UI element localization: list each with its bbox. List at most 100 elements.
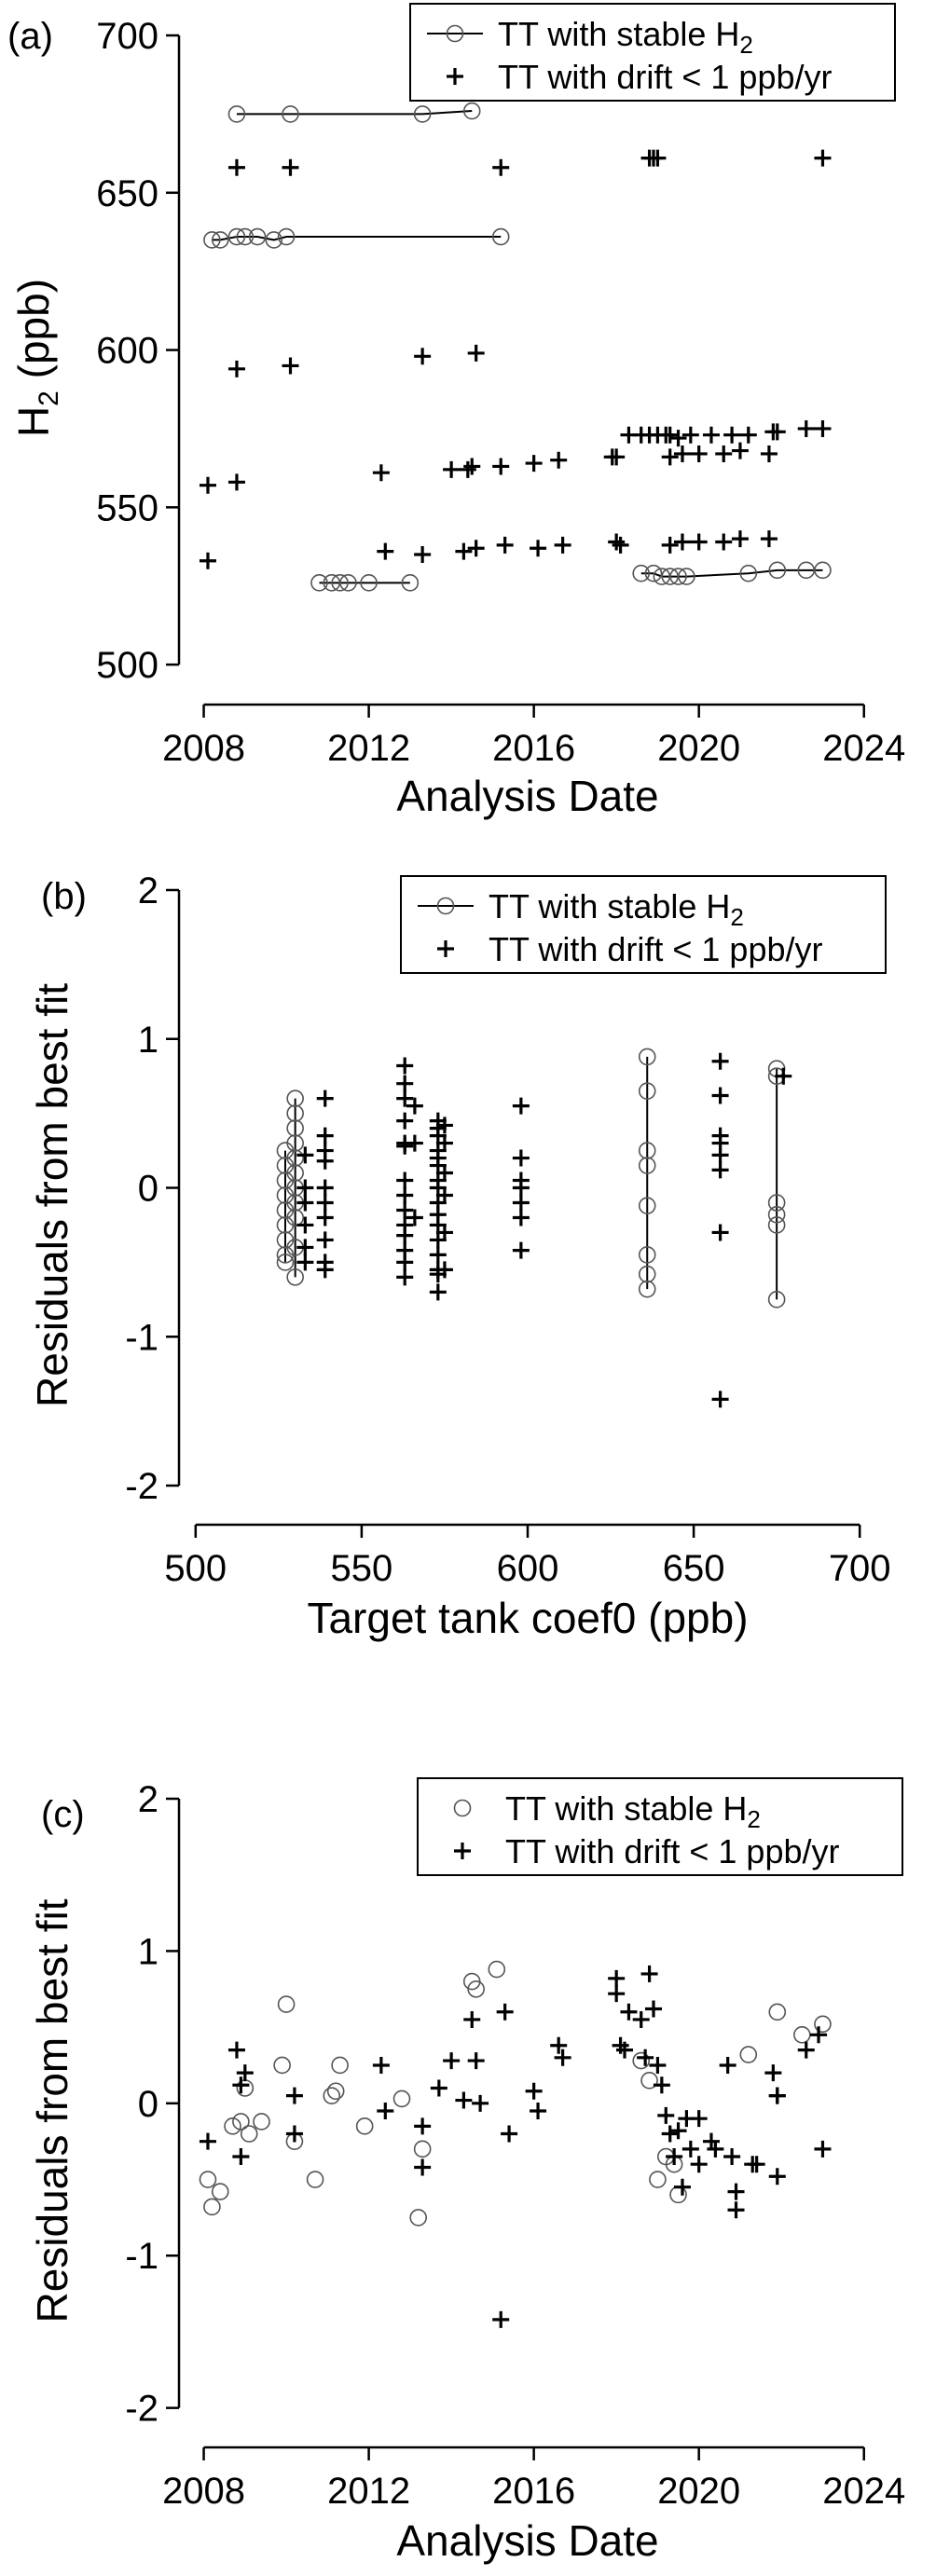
data-point [673,2178,691,2196]
data-point [285,2125,303,2143]
data-point [491,227,510,246]
data-point [768,2087,786,2104]
data-point [690,445,708,462]
data-point [227,158,245,176]
data-point [767,1216,786,1234]
legend-label: TT with stable H2 [505,1789,761,1833]
data-point [649,2171,667,2188]
data-point [797,419,815,437]
data-point [467,2052,485,2070]
data-point [793,2025,811,2044]
x-tick-label: 700 [829,1548,891,1589]
data-point [768,561,787,580]
data-point [282,158,299,176]
data-point [211,231,229,249]
data-point [673,445,691,462]
data-point [455,542,473,560]
y-tick-label: -1 [125,1317,158,1358]
data-point [199,552,216,569]
data-point [702,426,720,444]
data-point [681,426,699,444]
data-point [638,1157,656,1174]
data-point [286,1089,304,1107]
legend-label: TT with drift < 1 ppb/yr [498,58,832,96]
data-point [224,2117,241,2135]
data-point [316,1089,334,1107]
series-line [212,236,502,241]
data-point [768,2003,787,2021]
data-point [310,574,328,592]
data-point [232,2148,250,2166]
data-point [608,448,626,466]
data-point [203,2198,221,2216]
data-point [530,2103,547,2119]
data-point [377,2103,394,2119]
data-point [512,1097,530,1115]
data-point [608,533,626,551]
data-point [286,1104,304,1122]
data-point [396,1186,414,1204]
data-point [467,344,485,362]
data-point [661,536,679,554]
data-point [649,149,667,167]
data-point [377,542,394,560]
data-point [316,1152,334,1170]
y-tick-label: 500 [96,645,158,686]
data-point [620,2003,638,2021]
data-point [638,1280,656,1298]
x-axis-label: Analysis Date [396,772,658,820]
data-point [372,464,390,482]
data-point [406,1097,423,1115]
y-axis-label: H2 (ppb) [9,279,64,437]
x-tick-label: 2016 [492,2471,575,2512]
x-tick-label: 2008 [162,728,245,769]
data-point [775,1067,792,1085]
data-point [638,1082,656,1100]
data-point [277,1995,296,2013]
data-point [638,1197,656,1214]
data-point [459,460,476,478]
data-point [768,2168,786,2185]
data-point [396,1057,414,1075]
data-point [396,1112,414,1130]
data-point [739,2046,758,2063]
data-point [512,1241,530,1259]
data-point [396,1089,414,1107]
legend-label: TT with drift < 1 ppb/yr [505,1832,839,1870]
data-point [435,1164,453,1182]
y-tick-label: -2 [125,2389,158,2430]
data-point [512,1149,530,1167]
data-point [227,2041,245,2059]
x-tick-label: 2024 [822,728,905,769]
data-point [661,2125,679,2143]
data-point [467,540,485,557]
data-point [681,2140,699,2158]
legend-marker [447,68,463,85]
data-point [296,1239,314,1256]
data-point [413,105,432,123]
data-point [644,564,663,582]
data-point [286,1268,304,1286]
data-point [286,1164,304,1182]
data-point [282,105,299,123]
x-tick-label: 550 [331,1548,393,1589]
panel-2: (b) -2 -1 0 1 2 500 550 600 650 700 Target tank coe… [28,870,891,1642]
x-tick-label: 2012 [327,728,410,769]
data-point [462,102,481,120]
panel-label: (a) [7,16,53,57]
data-point [248,227,267,246]
data-point [392,2090,411,2108]
data-point [690,2156,708,2173]
data-point [731,530,749,548]
data-point [273,2056,291,2075]
data-point [669,2122,687,2140]
data-point [711,1146,729,1164]
y-tick-label: 0 [138,2084,158,2125]
y-tick-label: 0 [138,1169,158,1210]
data-point [435,1117,453,1134]
data-point [443,2052,461,2070]
data-point [760,445,778,462]
data-point [396,1137,414,1155]
